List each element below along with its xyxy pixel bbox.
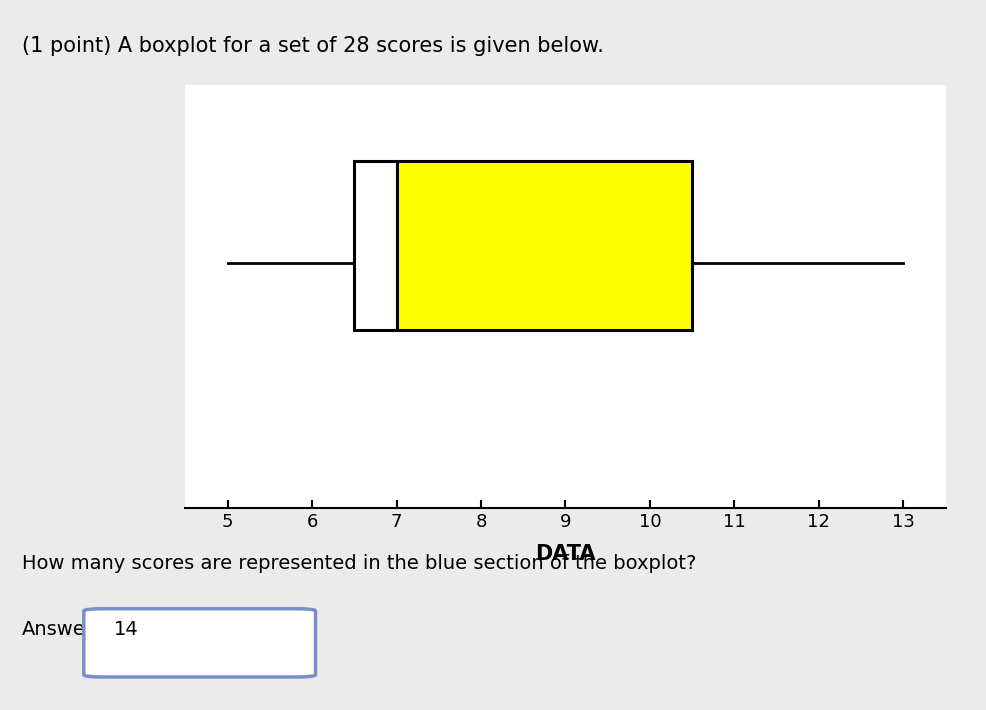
Text: How many scores are represented in the blue section of the boxplot?: How many scores are represented in the b… [22, 554, 696, 573]
Text: (1 point) A boxplot for a set of 28 scores is given below.: (1 point) A boxplot for a set of 28 scor… [22, 36, 603, 56]
Text: Answer:: Answer: [22, 620, 100, 639]
Bar [354, 161, 396, 330]
FancyBboxPatch shape [84, 608, 316, 677]
X-axis label: DATA: DATA [535, 545, 596, 564]
Text: 14: 14 [113, 620, 138, 639]
Bar [396, 161, 692, 330]
